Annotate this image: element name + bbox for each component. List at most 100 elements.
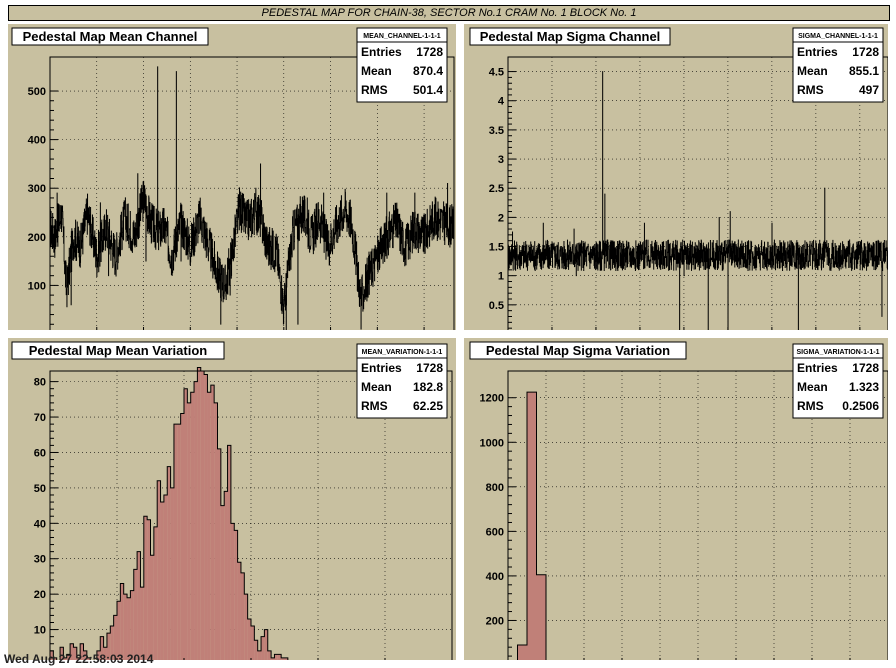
histogram-bar	[277, 654, 282, 665]
stats-value: 497	[859, 83, 879, 97]
y-tick-label: 400	[486, 571, 504, 583]
histogram-bar	[264, 629, 268, 665]
histogram-bar	[247, 618, 251, 665]
pad-sigma-channel[interactable]: 0200400600800100012001400160000.511.522.…	[464, 24, 889, 350]
histogram-bar	[83, 650, 87, 665]
stats-label: Entries	[797, 361, 838, 375]
histogram-bar	[237, 562, 241, 665]
histogram-bar	[150, 555, 154, 665]
stats-label: RMS	[361, 83, 388, 97]
histogram-bar	[127, 597, 131, 665]
histogram-bar	[184, 388, 188, 665]
histogram-bar	[143, 516, 148, 665]
stats-label: Entries	[361, 361, 402, 375]
histogram-bar	[160, 502, 164, 665]
histogram-mean-channel: 0200400600800100012001400160001002003004…	[11, 27, 455, 350]
stats-label: Mean	[797, 64, 828, 78]
histogram-bar	[96, 650, 101, 665]
y-tick-label: 70	[34, 412, 46, 424]
y-tick-label: 0	[498, 329, 504, 330]
stats-value: 1728	[852, 45, 879, 59]
pad-mean-variation[interactable]: 010020030040050060001020304050607080Pede…	[8, 338, 456, 668]
title-box	[11, 341, 225, 360]
y-tick-label: 1000	[480, 437, 504, 449]
y-tick-label: 400	[28, 135, 46, 147]
stats-label: Entries	[361, 45, 402, 59]
y-tick-label: 800	[486, 482, 504, 494]
histogram-bar	[113, 615, 117, 665]
histogram-bar	[267, 650, 272, 665]
histogram-bar	[120, 583, 124, 665]
stats-label: Mean	[361, 64, 392, 78]
histogram-bar	[214, 402, 218, 665]
channel-series-line	[49, 66, 455, 335]
chart-title: Pedestal Map Mean Variation	[29, 343, 208, 358]
histogram-bar	[224, 491, 228, 665]
pad-mean-channel[interactable]: 0200400600800100012001400160001002003004…	[8, 24, 456, 350]
histogram-bar	[177, 424, 181, 665]
pad-sigma-variation[interactable]: 02468101214161820020040060080010001200Pe…	[464, 338, 889, 668]
footer-timestamp: Wed Aug 27 22:58:03 2014	[4, 652, 154, 666]
histogram-bar	[200, 371, 205, 665]
histogram-bar	[170, 487, 174, 665]
histogram-bar	[163, 494, 168, 665]
y-tick-label: 4.5	[489, 67, 504, 79]
y-tick-label: 2.5	[489, 183, 504, 195]
histogram-bar	[180, 413, 184, 665]
y-tick-label: 40	[34, 518, 46, 530]
stats-value: 1728	[416, 361, 443, 375]
histogram-bar	[147, 519, 151, 665]
stats-label: RMS	[797, 399, 824, 413]
chart-title: Pedestal Map Mean Channel	[23, 29, 198, 44]
histogram-bar	[234, 530, 238, 665]
histogram-bar	[123, 594, 128, 665]
chart-title: Pedestal Map Sigma Channel	[480, 29, 661, 44]
title-box	[469, 27, 671, 46]
stats-box	[792, 343, 884, 419]
stats-value: 855.1	[849, 64, 879, 78]
histogram-bar	[244, 594, 248, 665]
histogram-bar	[217, 448, 221, 665]
y-tick-label: 30	[34, 554, 46, 566]
y-tick-label: 1	[498, 271, 504, 283]
channel-series-line	[507, 71, 889, 332]
histogram-sigma-channel: 0200400600800100012001400160000.511.522.…	[469, 27, 889, 350]
y-tick-label: 0	[40, 329, 46, 330]
y-tick-label: 4	[498, 96, 505, 108]
histogram-bar	[73, 647, 77, 665]
y-tick-label: 200	[486, 615, 504, 627]
histogram-bar	[257, 650, 262, 665]
histogram-bar	[204, 374, 208, 665]
histogram-bar	[100, 636, 104, 665]
histogram-bar	[261, 636, 265, 665]
stats-value: 1728	[852, 361, 879, 375]
y-tick-label: 3	[498, 154, 504, 166]
stats-box	[356, 27, 448, 103]
histogram-bar	[117, 601, 121, 665]
stats-label: Mean	[797, 380, 828, 394]
y-tick-label: 20	[34, 589, 46, 601]
histogram-bar	[140, 587, 144, 665]
histogram-bar	[110, 626, 114, 665]
stats-value: 0.2506	[842, 399, 879, 413]
stats-box	[356, 343, 448, 419]
y-tick-label: 2	[498, 212, 504, 224]
histogram-bar	[133, 569, 138, 665]
stats-label: RMS	[361, 399, 388, 413]
histogram-bar	[130, 590, 134, 665]
stats-name: SIGMA_VARIATION-1-1-1	[797, 349, 880, 356]
stats-value: 870.4	[413, 64, 443, 78]
y-tick-label: 100	[28, 280, 46, 292]
y-tick-label: 600	[486, 526, 504, 538]
histogram-bar	[70, 643, 74, 665]
histogram-bar	[197, 367, 201, 665]
histogram-sigma-variation: 02468101214161820020040060080010001200Pe…	[469, 341, 889, 668]
stats-label: Mean	[361, 380, 392, 394]
histogram-bar	[517, 644, 527, 665]
histogram-bar	[240, 572, 245, 665]
histogram-bar	[60, 647, 64, 665]
chart-title: Pedestal Map Sigma Variation	[486, 343, 670, 358]
y-tick-label: 0.5	[489, 300, 504, 312]
histogram-bar	[210, 385, 215, 665]
page-title: PEDESTAL MAP FOR CHAIN-38, SECTOR No.1 C…	[8, 5, 890, 21]
